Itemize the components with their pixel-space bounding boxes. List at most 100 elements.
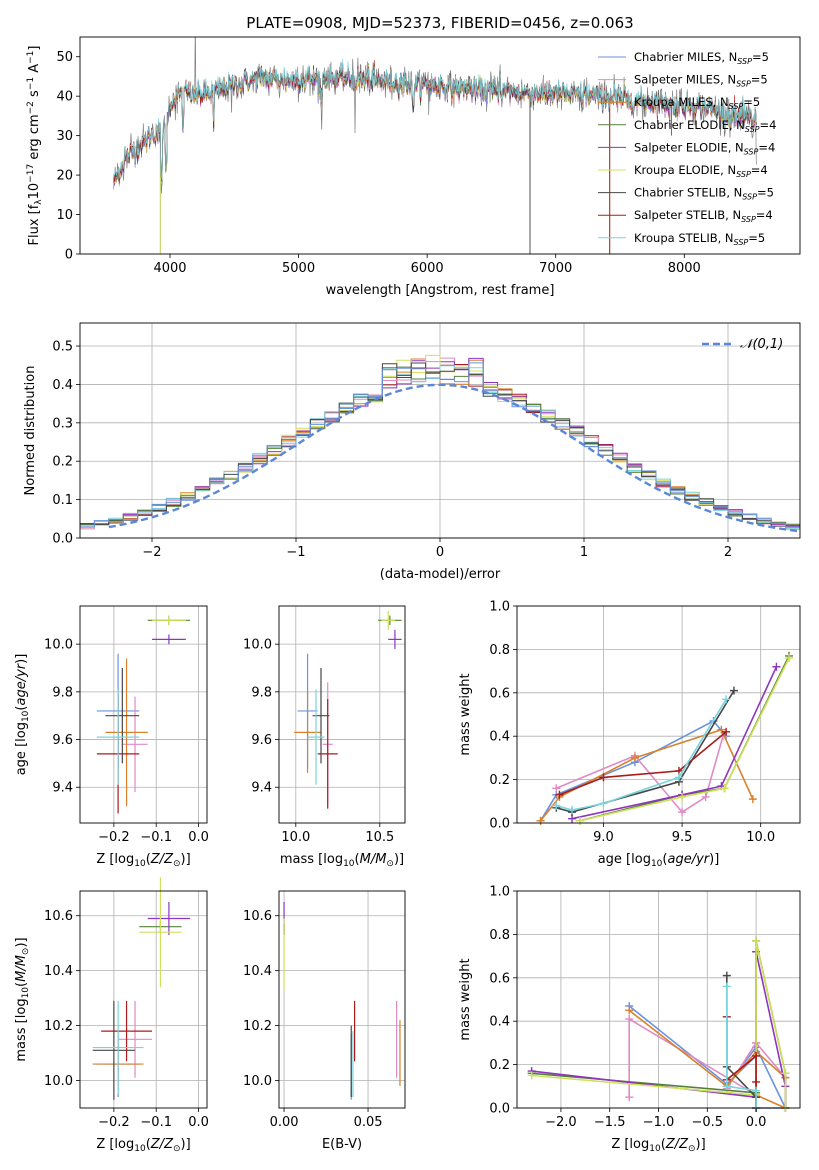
weight-point-marker <box>536 816 545 825</box>
x-tick-label: 0.0 <box>746 1115 767 1130</box>
mass_vs_ebv-panel: 0.00 0.05 10.0 10.2 10.4 10.6 E(B-V) <box>243 890 406 1152</box>
x-tick-label: −1 <box>286 545 305 560</box>
x-axis-label: Z [log10(Z/Z⊙)] <box>611 1137 705 1154</box>
histogram-series <box>80 362 800 527</box>
axes-frame <box>79 890 208 1109</box>
x-tick-label: 0 <box>436 545 444 560</box>
y-tick-label: 10.4 <box>243 964 272 979</box>
figure-title: PLATE=0908, MJD=52373, FIBERID=0456, z=0… <box>246 14 633 32</box>
x-tick-label: 10.0 <box>746 830 775 845</box>
y-tick-label: 10.2 <box>243 1019 272 1034</box>
y-tick-label: 50 <box>56 50 73 65</box>
x-tick-label: 4000 <box>153 261 186 276</box>
weight-point-marker <box>784 654 793 663</box>
histogram-series <box>80 362 800 528</box>
weight-series-line <box>628 1009 787 1110</box>
age_vs_Z-marks <box>96 615 191 814</box>
x-tick-label: 9.0 <box>593 830 614 845</box>
weight-point-marker <box>752 1086 761 1095</box>
weight-point-marker <box>752 936 761 945</box>
x-axis-label: Z [log10(Z/Z⊙)] <box>96 852 190 869</box>
x-tick-label: −0.2 <box>98 830 130 845</box>
weight-series-line <box>726 986 757 1108</box>
residuals-marks <box>80 354 800 533</box>
x-tick-label: 0.05 <box>354 1115 383 1130</box>
weight-point-marker <box>701 792 710 801</box>
y-tick-label: 10.0 <box>44 1074 73 1089</box>
weight-point-marker <box>772 662 781 671</box>
weight_vs_Z-marks <box>527 936 790 1112</box>
weight-point-marker <box>678 808 687 817</box>
weight-point-marker <box>575 816 584 825</box>
y-tick-label: 1.0 <box>489 600 510 615</box>
y-tick-label: 10 <box>56 208 73 223</box>
y-tick-label: 0 <box>65 248 73 263</box>
x-tick-label: 0.0 <box>188 1115 209 1130</box>
y-tick-label: 0.6 <box>489 971 510 986</box>
weight-point-marker <box>729 686 738 695</box>
y-tick-label: 10.6 <box>44 909 73 924</box>
y-tick-label: 10.0 <box>243 1074 272 1089</box>
weight-point-marker <box>555 790 564 799</box>
axes-frame <box>516 605 801 824</box>
x-tick-label: −0.5 <box>692 1115 724 1130</box>
y-tick-label: 0.4 <box>489 1015 510 1030</box>
y-axis-label: Normed distribution <box>23 366 38 496</box>
y-tick-label: 0.1 <box>52 493 73 508</box>
weight_vs_age-marks <box>536 651 793 825</box>
y-tick-label: 0.3 <box>52 416 73 431</box>
y-tick-label: 9.4 <box>251 781 272 796</box>
weight-series-line <box>556 690 735 813</box>
y-tick-label: 9.6 <box>251 733 272 748</box>
y-tick-label: 10.0 <box>243 638 272 653</box>
y-tick-label: 0.0 <box>489 817 510 832</box>
weight-point-marker <box>722 695 731 704</box>
x-axis-label: age [log10(age/yr)] <box>598 852 720 869</box>
gaussian-reference-line <box>108 383 800 533</box>
y-tick-label: 10.0 <box>44 638 73 653</box>
mass_vs_ebv-marks <box>283 901 401 1100</box>
y-tick-label: 9.4 <box>52 781 73 796</box>
y-tick-label: 0.2 <box>489 1058 510 1073</box>
weight-point-marker <box>752 1051 761 1060</box>
axes-frame <box>79 605 208 824</box>
y-axis-label: Flux [fλ10−17 erg cm−2 s−1 A−1] <box>26 46 44 246</box>
weight-point-marker <box>527 1071 536 1080</box>
y-tick-label: 0.2 <box>489 773 510 788</box>
x-tick-label: −1.5 <box>594 1115 626 1130</box>
age_vs_mass-panel: 10.0 10.5 9.4 9.6 9.8 10.0 mass [log10(M/M⊙)] <box>243 605 406 869</box>
x-tick-label: 1 <box>580 545 588 560</box>
spectrum-model-line <box>113 58 757 185</box>
x-tick-label: 6000 <box>411 261 444 276</box>
y-tick-label: 9.8 <box>251 685 272 700</box>
legend-entry: Kroupa ELODIE, NSSP=4 <box>634 163 768 179</box>
y-tick-label: 0.5 <box>52 340 73 355</box>
weight-point-marker <box>717 725 726 734</box>
weight-point-marker <box>722 1082 731 1091</box>
axes-frame <box>278 605 406 824</box>
y-tick-label: 0.8 <box>489 928 510 943</box>
axes-frame <box>278 890 406 1109</box>
x-axis-label: (data-model)/error <box>380 567 501 582</box>
weight-point-marker <box>720 784 729 793</box>
x-tick-label: −2.0 <box>545 1115 577 1130</box>
weight-point-marker <box>781 1069 790 1078</box>
x-axis-label: Z [log10(Z/Z⊙)] <box>96 1137 190 1154</box>
y-tick-label: 0.6 <box>489 686 510 701</box>
legend-entry: Kroupa MILES, NSSP=5 <box>634 95 760 111</box>
weight-point-marker <box>722 971 731 980</box>
x-axis-label: mass [log10(M/M⊙)] <box>280 852 404 869</box>
y-tick-label: 0.2 <box>52 455 73 470</box>
x-tick-label: −0.1 <box>140 1115 172 1130</box>
x-tick-label: −2 <box>142 545 161 560</box>
legend-entry: Kroupa STELIB, NSSP=5 <box>634 231 765 247</box>
x-tick-label: 2 <box>724 545 732 560</box>
age_vs_Z-panel: −0.2 −0.1 0.0 9.4 9.6 9.8 10.0 Z [log10(Z/Z⊙)] a… <box>14 605 209 869</box>
mass_vs_Z-panel: −0.2 −0.1 0.0 10.0 10.2 10.4 10.6 Z [log10(Z/Z⊙… <box>14 877 209 1154</box>
y-tick-label: 0.8 <box>489 643 510 658</box>
x-tick-label: 0.0 <box>188 830 209 845</box>
residuals-panel: −2 −1 0 1 2 0.0 0.1 0.2 0.3 0.4 0.5 𝒩(0,1) (data-mod… <box>23 322 801 582</box>
weight-point-marker <box>552 801 561 810</box>
weight_vs_age-panel: 9.0 9.5 10.0 0.0 0.2 0.4 0.6 0.8 1.0 mass weight a… <box>458 600 801 869</box>
